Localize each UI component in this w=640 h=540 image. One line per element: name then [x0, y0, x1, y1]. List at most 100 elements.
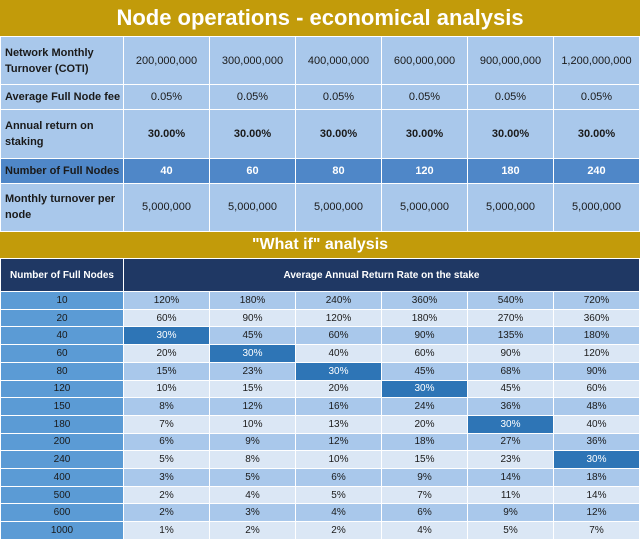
- table-cell: 240: [553, 157, 640, 184]
- table-cell: 2%: [123, 485, 210, 505]
- table-row: 600 2% 3% 4% 6% 9% 12%: [0, 503, 640, 523]
- table-cell: 20%: [381, 414, 468, 434]
- table-cell: 23%: [467, 450, 554, 470]
- table-cell: 540%: [467, 291, 554, 310]
- nodes-cell: 600: [0, 503, 124, 523]
- table-cell: 10%: [209, 414, 296, 434]
- table-row: 240 5% 8% 10% 15% 23% 30%: [0, 450, 640, 470]
- table-cell: 180%: [209, 291, 296, 310]
- table-cell: 68%: [467, 361, 554, 381]
- table-cell: 0.05%: [553, 84, 640, 111]
- table-row: 180 7% 10% 13% 20% 30% 40%: [0, 414, 640, 434]
- table-cell: 60%: [123, 308, 210, 328]
- table-cell: 360%: [381, 291, 468, 310]
- nodes-cell: 150: [0, 397, 124, 416]
- table-cell: 600,000,000: [381, 35, 468, 86]
- table-cell: 40: [123, 157, 210, 184]
- nodes-cell: 20: [0, 308, 124, 328]
- table-cell: 900,000,000: [467, 35, 554, 86]
- table-cell: 4%: [295, 503, 382, 523]
- table-cell: 120%: [553, 344, 640, 363]
- table-cell: 720%: [553, 291, 640, 310]
- table-cell: 40%: [553, 414, 640, 434]
- table-cell: 2%: [209, 521, 296, 540]
- table-cell: 5,000,000: [467, 182, 554, 233]
- table-cell: 48%: [553, 397, 640, 416]
- table-row: 80 15% 23% 30% 45% 68% 90%: [0, 361, 640, 381]
- table-cell: 0.05%: [381, 84, 468, 111]
- nodes-cell: 120: [0, 379, 124, 399]
- table-cell: 30%: [123, 326, 210, 346]
- table-cell: 20%: [123, 344, 210, 363]
- table-cell: 5%: [467, 521, 554, 540]
- nodes-cell: 40: [0, 326, 124, 346]
- table-cell: 180: [467, 157, 554, 184]
- table-cell: 7%: [123, 414, 210, 434]
- table-cell: 1%: [123, 521, 210, 540]
- row-label: Number of Full Nodes: [0, 157, 124, 184]
- table-cell: 5%: [295, 485, 382, 505]
- table-cell: 60%: [295, 326, 382, 346]
- table-row: 150 8% 12% 16% 24% 36% 48%: [0, 397, 640, 416]
- page-title: Node operations - economical analysis: [0, 0, 640, 36]
- table-cell: 10%: [123, 379, 210, 399]
- table-cell: 6%: [381, 503, 468, 523]
- nodes-cell: 400: [0, 468, 124, 487]
- table-cell: 27%: [467, 432, 554, 452]
- table-cell: 30%: [295, 361, 382, 381]
- table-cell: 60%: [553, 379, 640, 399]
- table-cell: 80: [295, 157, 382, 184]
- table-cell: 90%: [467, 344, 554, 363]
- table-cell: 60: [209, 157, 296, 184]
- table-cell: 0.05%: [295, 84, 382, 111]
- table-cell: 7%: [553, 521, 640, 540]
- table-cell: 270%: [467, 308, 554, 328]
- table-cell: 15%: [123, 361, 210, 381]
- table-row: 200 6% 9% 12% 18% 27% 36%: [0, 432, 640, 452]
- row-label: Average Full Node fee: [0, 84, 124, 111]
- table-cell: 30%: [381, 379, 468, 399]
- table-cell: 180%: [553, 326, 640, 346]
- table-cell: 11%: [467, 485, 554, 505]
- table-cell: 30%: [553, 450, 640, 470]
- table-cell: 360%: [553, 308, 640, 328]
- table-cell: 120: [381, 157, 468, 184]
- table-cell: 45%: [209, 326, 296, 346]
- whatif-title: "What if" analysis: [0, 232, 640, 258]
- table-cell: 36%: [467, 397, 554, 416]
- table-cell: 240%: [295, 291, 382, 310]
- table-cell: 5,000,000: [553, 182, 640, 233]
- whatif-body: 10 120% 180% 240% 360% 540% 720% 20 60% 90% 120% 18…: [0, 291, 640, 540]
- table-cell: 90%: [209, 308, 296, 328]
- table-row: 400 3% 5% 6% 9% 14% 18%: [0, 468, 640, 487]
- table-cell: 18%: [553, 468, 640, 487]
- table-cell: 7%: [381, 485, 468, 505]
- table-cell: 24%: [381, 397, 468, 416]
- table-cell: 0.05%: [467, 84, 554, 111]
- table-row: 40 30% 45% 60% 90% 135% 180%: [0, 326, 640, 346]
- table-cell: 30%: [209, 344, 296, 363]
- table-cell: 15%: [381, 450, 468, 470]
- table-cell: 2%: [295, 521, 382, 540]
- table-cell: 5,000,000: [381, 182, 468, 233]
- table-cell: 4%: [381, 521, 468, 540]
- nodes-column-header: Number of Full Nodes: [0, 258, 124, 292]
- table-cell: 90%: [381, 326, 468, 346]
- table-cell: 45%: [381, 361, 468, 381]
- table-cell: 9%: [381, 468, 468, 487]
- table-cell: 0.05%: [123, 84, 210, 111]
- nodes-cell: 200: [0, 432, 124, 452]
- table-cell: 12%: [553, 503, 640, 523]
- economics-table: Network Monthly Turnover (COTI) 200,000,…: [0, 35, 640, 233]
- table-cell: 40%: [295, 344, 382, 363]
- table-cell: 23%: [209, 361, 296, 381]
- table-cell: 30%: [467, 414, 554, 434]
- table-row: 120 10% 15% 20% 30% 45% 60%: [0, 379, 640, 399]
- nodes-cell: 60: [0, 344, 124, 363]
- table-cell: 5%: [123, 450, 210, 470]
- table-cell: 20%: [295, 379, 382, 399]
- table-cell: 9%: [209, 432, 296, 452]
- nodes-cell: 240: [0, 450, 124, 470]
- table-cell: 30.00%: [553, 109, 640, 159]
